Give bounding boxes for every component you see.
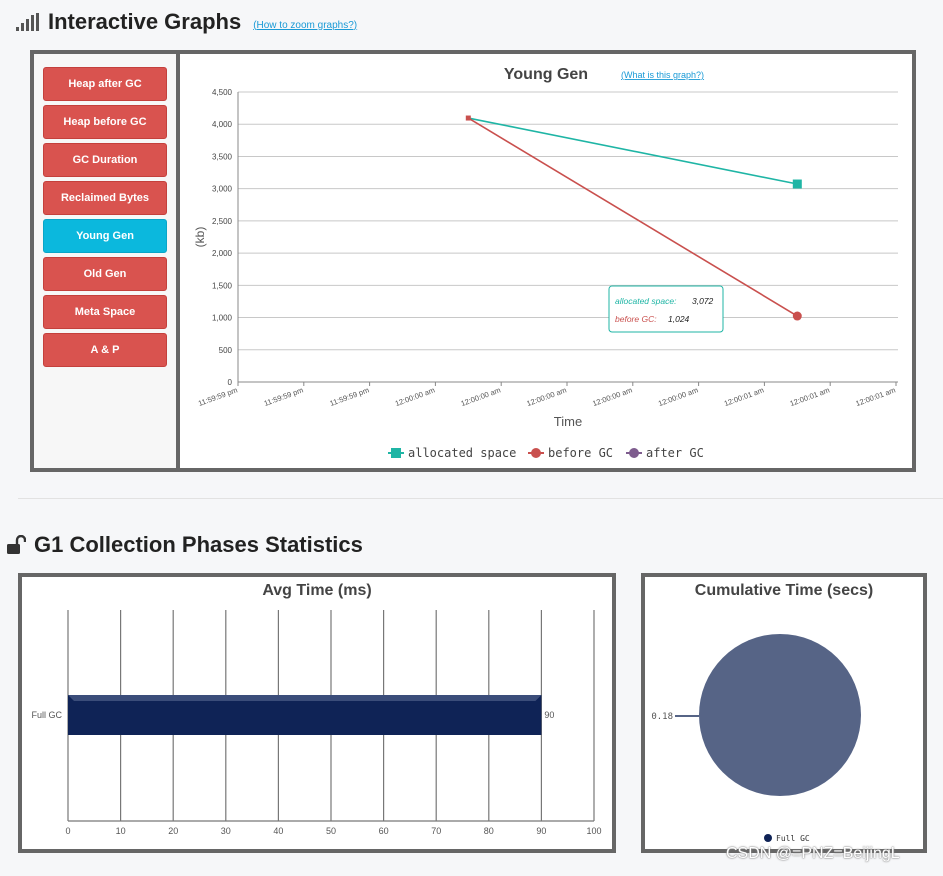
watermark: CSDN @=PNZ=BeijingL [726,845,900,862]
bar-full-gc[interactable] [68,695,542,735]
legend-label: before GC [548,446,613,460]
tooltip-before-value: 1,024 [668,314,690,324]
graph-button-a-p[interactable]: A & P [43,333,167,367]
unlock-icon [6,534,27,555]
cumulative-time-panel: Cumulative Time (secs) 0.18 Full GC [641,573,927,853]
interactive-graphs-panel: Heap after GC Heap before GC GC Duration Re… [30,50,916,472]
avg-time-chart-svg: Avg Time (ms) 0 10 20 30 40 50 60 70 80 90 100 Full … [31,582,601,836]
x-tick-label: 10 [116,826,126,836]
x-tick-label: 80 [484,826,494,836]
legend-label: allocated space [408,446,516,460]
interactive-graphs-title: Interactive Graphs [48,9,242,34]
y-tick-label: 4,000 [212,120,233,129]
x-tick-label: 100 [586,826,601,836]
series-line-allocated-space [468,117,798,185]
y-tick-label: 4,500 [212,88,233,97]
tooltip-box [608,285,724,333]
data-point-allocated[interactable] [792,179,802,189]
chart-legend: allocated space before GC after GC [388,446,704,460]
x-tick-label: 12:00:00 am [591,385,633,408]
data-point-before-gc[interactable] [792,311,802,321]
pie-legend-label: Full GC [776,834,810,843]
young-gen-chart-svg: Young Gen (What is this graph?) 0 500 1,000 1… [193,66,898,460]
x-tick-label: 12:00:00 am [460,385,502,408]
x-tick-label: 40 [273,826,283,836]
bar-bevel [68,695,542,701]
section-divider [18,498,943,499]
y-tick-label: 3,500 [212,152,233,161]
y-tick-label: 500 [219,346,233,355]
chart-title: Young Gen [504,66,588,83]
graph-selector-column: Heap after GC Heap before GC GC Duration Re… [34,54,180,468]
graph-button-old-gen[interactable]: Old Gen [43,257,167,291]
legend-item-allocated-space[interactable]: allocated space [388,446,516,460]
phases-header: G1 Collection Phases Statistics [6,530,363,560]
x-tick-label: 60 [379,826,389,836]
graph-button-gc-duration[interactable]: GC Duration [43,143,167,177]
x-tick-label: 50 [326,826,336,836]
data-point-start[interactable] [465,115,471,121]
bar-value-label: 90 [544,710,554,720]
avg-time-title: Avg Time (ms) [262,582,371,599]
graph-button-heap-before-gc[interactable]: Heap before GC [43,105,167,139]
bar-category-label: Full GC [31,710,62,720]
what-is-graph-link[interactable]: (What is this graph?) [621,70,704,80]
y-tick-label: 1,000 [212,314,233,323]
tooltip-before-label: before GC: [615,314,657,324]
legend-item-after-gc[interactable]: after GC [626,446,704,460]
graph-button-meta-space[interactable]: Meta Space [43,295,167,329]
cumulative-time-chart-svg: Cumulative Time (secs) 0.18 Full GC [651,582,873,843]
y-tick-label: 0 [228,378,233,387]
y-axis-label: (kb) [193,227,207,248]
zoom-help-link[interactable]: (How to zoom graphs?) [253,19,358,31]
x-tick-label: 11:59:59 pm [197,385,239,408]
interactive-graphs-header: Interactive Graphs (How to zoom graphs?) [16,6,357,38]
x-tick-label: 12:00:01 am [723,385,765,408]
x-tick-label: 90 [536,826,546,836]
pie-legend-item-full-gc[interactable]: Full GC [764,834,810,843]
cumulative-time-title: Cumulative Time (secs) [695,582,873,599]
x-tick-label: 12:00:00 am [657,385,699,408]
x-axis-label: Time [554,414,582,429]
x-tick-label: 12:00:01 am [854,385,896,408]
y-tick-label: 2,500 [212,217,233,226]
series-line-before-gc [467,117,798,317]
x-tick-label: 20 [168,826,178,836]
avg-time-panel: Avg Time (ms) 0 10 20 30 40 50 60 70 80 90 100 Full … [18,573,616,853]
phases-title: G1 Collection Phases Statistics [34,532,363,557]
x-tick-label: 12:00:00 am [394,385,436,408]
chart-tooltip: allocated space: 3,072 before GC: 1,024 [608,285,724,333]
legend-item-before-gc[interactable]: before GC [528,446,613,460]
graph-button-heap-after-gc[interactable]: Heap after GC [43,67,167,101]
legend-label: after GC [646,446,704,460]
pie-slice-full-gc[interactable] [699,634,861,796]
y-tick-label: 3,000 [212,185,233,194]
x-tick-label: 70 [431,826,441,836]
pie-value-label: 0.18 [651,712,673,722]
young-gen-chart: Young Gen (What is this graph?) 0 500 1,000 1… [188,62,904,462]
x-tick-label: 30 [221,826,231,836]
tooltip-allocated-value: 3,072 [692,296,714,306]
x-tick-label: 11:59:59 pm [263,385,305,408]
tooltip-allocated-label: allocated space: [615,296,677,306]
x-tick-label: 0 [65,826,70,836]
y-tick-label: 2,000 [212,249,233,258]
signal-bars-icon [16,13,42,31]
graph-button-young-gen[interactable]: Young Gen [43,219,167,253]
graph-button-reclaimed-bytes[interactable]: Reclaimed Bytes [43,181,167,215]
y-tick-label: 1,500 [212,281,233,290]
x-tick-label: 12:00:00 am [525,385,567,408]
x-tick-label: 11:59:59 pm [329,385,371,408]
x-tick-label: 12:00:01 am [789,385,831,408]
